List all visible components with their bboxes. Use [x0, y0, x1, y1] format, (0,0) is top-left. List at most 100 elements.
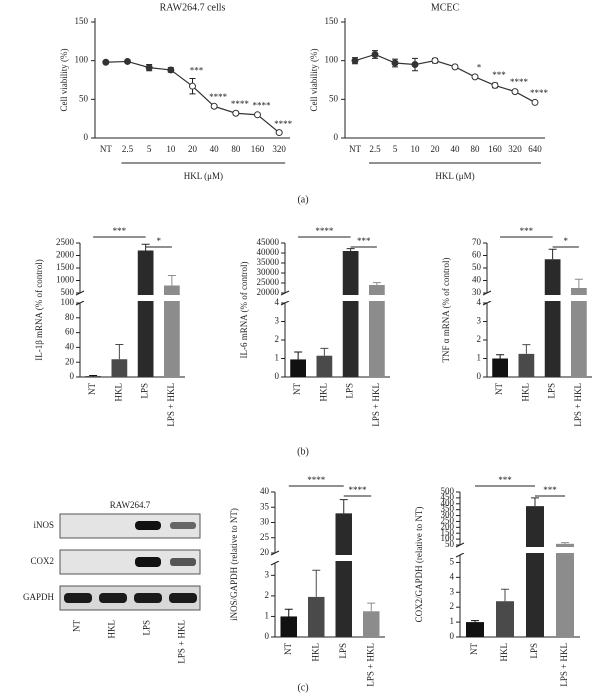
x-tick-label: 20	[188, 144, 198, 154]
bar	[111, 359, 128, 377]
marker	[411, 61, 419, 69]
y-tick-label: 70	[472, 237, 482, 247]
x-tick-label: HKL	[499, 643, 509, 662]
y-tick-label: 5	[450, 557, 455, 567]
y-tick-label: 0	[477, 371, 482, 381]
y-tick-label: 4	[275, 297, 280, 307]
y-axis-label: Cell viability (%)	[59, 49, 69, 112]
x-tick-label: 20	[431, 144, 441, 154]
y-axis-label: IL-6 mRNA (% of control)	[239, 262, 249, 359]
blot-row-label: COX2	[30, 556, 54, 566]
x-tick-label: LPS	[345, 383, 355, 399]
marker	[391, 59, 399, 67]
y-tick-label: 60	[65, 327, 75, 337]
x-tick-label: 5	[393, 144, 398, 154]
y-tick-label: 3	[275, 316, 280, 326]
bar	[85, 376, 101, 377]
y-tick-label: 4	[450, 571, 455, 581]
error-bar	[294, 351, 303, 360]
band	[135, 521, 161, 530]
y-tick-label: 350	[441, 504, 455, 514]
marker	[124, 57, 131, 65]
x-tick-label: LPS + HKL	[365, 643, 375, 687]
x-tick-label: 2.5	[122, 144, 134, 154]
significance: ****	[231, 99, 250, 109]
significance: ****	[510, 77, 529, 87]
significance: ***	[357, 236, 371, 246]
y-tick-label: 1	[265, 611, 270, 621]
significance: ***	[520, 226, 534, 236]
x-tick-label: 40	[451, 144, 461, 154]
y-tick-label: 3	[477, 316, 482, 326]
y-tick-label: 0	[450, 631, 455, 641]
panel-label: (c)	[297, 682, 308, 693]
y-tick-label: 20000	[257, 287, 280, 297]
band	[170, 522, 196, 529]
y-tick-label: 100	[441, 533, 455, 543]
marker	[471, 73, 479, 81]
x-tick-label: 320	[508, 144, 522, 154]
y-tick-label: 25	[260, 532, 270, 542]
y-tick-label: 150	[75, 16, 89, 26]
bar	[526, 506, 544, 637]
marker	[371, 50, 379, 58]
bar	[544, 259, 561, 377]
band	[170, 558, 196, 566]
y-tick-label: 2	[450, 601, 455, 611]
significance: ***	[190, 66, 204, 76]
error-bar	[312, 569, 321, 597]
error-bar	[320, 347, 329, 356]
error-bar	[471, 620, 479, 623]
x-tick-label: NT	[469, 643, 479, 655]
bar	[342, 251, 359, 377]
y-tick-label: 30	[260, 517, 270, 527]
band	[135, 557, 161, 567]
error-bar	[339, 499, 348, 514]
y-axis-label: TNF α mRNA (% of control)	[441, 258, 451, 363]
marker	[145, 64, 153, 72]
y-axis-label: Cell viability (%)	[309, 49, 319, 112]
blot-row-label: GAPDH	[23, 592, 55, 602]
x-tick-label: LPS + HKL	[573, 383, 583, 427]
significance: ***	[113, 226, 127, 236]
y-axis-label: COX2/GAPDH (relative to NT)	[414, 507, 424, 623]
y-tick-label: 450	[441, 492, 455, 502]
y-tick-label: 500	[61, 287, 75, 297]
significance: *	[157, 236, 162, 246]
significance: ****	[209, 92, 228, 102]
y-tick-label: 400	[441, 498, 455, 508]
significance: ****	[530, 88, 549, 98]
bar	[466, 622, 484, 637]
significance: ***	[543, 485, 557, 495]
break-gap	[461, 547, 581, 553]
x-tick-label: 160	[251, 144, 265, 154]
error-bar	[501, 588, 509, 602]
bar	[571, 288, 587, 377]
bar	[316, 355, 333, 377]
y-tick-label: 250	[441, 516, 455, 526]
y-tick-label: 100	[325, 55, 339, 65]
error-bar	[89, 375, 98, 377]
y-tick-label: 100	[61, 297, 75, 307]
marker	[431, 57, 439, 65]
y-tick-label: 1	[450, 616, 455, 626]
x-tick-label: LPS	[547, 383, 557, 399]
break-gap	[488, 295, 593, 301]
x-tick-label: NT	[100, 144, 112, 154]
bar	[518, 353, 535, 377]
x-tick-label: 40	[210, 144, 220, 154]
y-tick-label: 2	[275, 334, 280, 344]
y-tick-label: 2	[477, 334, 482, 344]
significance: ****	[349, 485, 368, 495]
y-tick-label: 4	[477, 297, 482, 307]
y-axis-label: iNOS/GAPDH (relative to NT)	[229, 508, 239, 621]
y-tick-label: 40	[65, 341, 75, 351]
y-tick-label: 200	[441, 521, 455, 531]
y-tick-label: 50	[445, 539, 455, 549]
y-tick-label: 80	[65, 312, 75, 322]
chart-title: RAW264.7 cells	[160, 2, 226, 13]
error-bar	[574, 278, 583, 288]
marker	[491, 81, 499, 89]
band	[169, 593, 197, 603]
marker	[189, 82, 196, 90]
